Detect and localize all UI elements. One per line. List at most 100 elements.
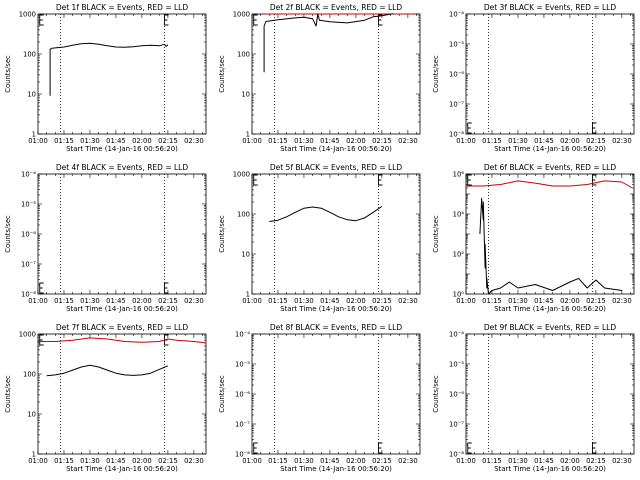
y-tick-label: 1000	[233, 11, 250, 19]
x-tick-label: 01:15	[268, 297, 288, 305]
x-tick-label: 01:00	[242, 457, 262, 465]
panel-title: Det 4f BLACK = Events, RED = LLD	[56, 163, 189, 172]
y-tick-label: 10⁶	[453, 171, 465, 179]
x-tick-label: 02:00	[132, 297, 152, 305]
x-tick-label: 02:30	[612, 457, 632, 465]
y-tick-label: 1000	[19, 331, 36, 339]
interval-marker	[377, 442, 383, 454]
interval-marker	[591, 442, 597, 454]
x-tick-label: 01:45	[320, 137, 340, 145]
x-tick-label: 02:30	[184, 457, 204, 465]
events-series-line	[46, 364, 169, 377]
x-axis-label: Start Time (14-Jan-16 00:56:20)	[280, 145, 392, 153]
panel-det-7f: Det 7f BLACK = Events, RED = LLD 01:00 01:…	[4, 323, 207, 473]
panel-title: Det 5f BLACK = Events, RED = LLD	[270, 163, 403, 172]
y-axis-label: Counts/sec	[218, 55, 226, 93]
panel-title: Det 6f BLACK = Events, RED = LLD	[484, 163, 617, 172]
y-tick-label: 10⁻⁴	[449, 331, 464, 339]
x-tick-label: 01:00	[242, 297, 262, 305]
y-tick-label: 1	[246, 131, 250, 139]
x-tick-label: 02:00	[560, 297, 580, 305]
x-tick-label: 01:45	[106, 457, 126, 465]
x-tick-label: 02:00	[560, 457, 580, 465]
y-tick-label: 1	[246, 291, 250, 299]
y-tick-label: 10⁻⁴	[449, 11, 464, 19]
x-tick-label: 02:15	[586, 297, 606, 305]
interval-marker	[39, 14, 44, 26]
y-tick-label: 10⁻⁶	[449, 71, 464, 79]
plot-frame	[37, 333, 207, 455]
x-tick-label: 01:00	[28, 137, 48, 145]
x-tick-label: 02:15	[158, 297, 178, 305]
x-tick-label: 02:15	[586, 137, 606, 145]
y-tick-label: 10⁻⁷	[235, 421, 250, 429]
y-tick-label: 10⁰	[453, 291, 465, 299]
panel-det-1f: Det 1f BLACK = Events, RED = LLD 01:00 01:…	[4, 3, 207, 153]
x-tick-label: 01:30	[294, 297, 314, 305]
x-axis-label: Start Time (14-Jan-16 00:56:20)	[494, 305, 606, 313]
x-tick-label: 01:45	[320, 297, 340, 305]
x-tick-label: 02:30	[612, 297, 632, 305]
x-tick-label: 01:00	[456, 137, 476, 145]
x-tick-label: 01:15	[482, 457, 502, 465]
x-tick-label: 02:30	[398, 297, 418, 305]
interval-marker	[39, 334, 44, 346]
x-tick-label: 01:30	[80, 457, 100, 465]
x-tick-label: 02:00	[346, 137, 366, 145]
x-tick-label: 01:00	[28, 457, 48, 465]
panel-title: Det 1f BLACK = Events, RED = LLD	[56, 3, 189, 12]
y-tick-label: 10⁻⁷	[449, 101, 464, 109]
x-tick-label: 01:30	[80, 297, 100, 305]
x-axis-label: Start Time (14-Jan-16 00:56:20)	[66, 145, 178, 153]
y-tick-label: 1000	[233, 171, 250, 179]
interval-marker	[253, 14, 258, 26]
x-tick-label: 02:15	[158, 457, 178, 465]
x-tick-label: 02:15	[372, 457, 392, 465]
y-tick-label: 100	[23, 371, 36, 379]
interval-marker	[467, 174, 472, 186]
x-tick-label: 01:15	[268, 137, 288, 145]
x-tick-label: 02:15	[372, 137, 392, 145]
y-axis-label: Counts/sec	[432, 215, 440, 253]
x-tick-label: 01:30	[508, 457, 528, 465]
x-tick-label: 02:30	[184, 137, 204, 145]
x-tick-label: 02:30	[184, 297, 204, 305]
y-tick-label: 10⁻⁴	[21, 171, 36, 179]
x-tick-label: 02:30	[398, 137, 418, 145]
x-tick-label: 02:30	[612, 137, 632, 145]
interval-marker	[253, 442, 258, 454]
panel-det-5f: Det 5f BLACK = Events, RED = LLD 01:00 01:…	[218, 163, 421, 313]
x-tick-label: 02:00	[132, 457, 152, 465]
x-tick-label: 01:45	[320, 457, 340, 465]
panel-det-3f: Det 3f BLACK = Events, RED = LLD 01:00 01:…	[432, 3, 635, 153]
y-tick-label: 10⁻⁶	[235, 391, 250, 399]
x-tick-label: 01:00	[456, 297, 476, 305]
x-tick-label: 01:15	[482, 297, 502, 305]
y-tick-label: 10⁻⁸	[449, 451, 464, 459]
panel-det-9f: Det 9f BLACK = Events, RED = LLD 01:00 01:…	[432, 323, 635, 473]
y-tick-label: 1000	[19, 11, 36, 19]
x-tick-label: 02:30	[398, 457, 418, 465]
interval-marker	[467, 442, 472, 454]
panel-det-6f: Det 6f BLACK = Events, RED = LLD 01:00 01:…	[432, 163, 635, 313]
events-series-line	[263, 13, 394, 73]
y-tick-label: 10⁻⁷	[21, 261, 36, 269]
panel-title: Det 3f BLACK = Events, RED = LLD	[484, 3, 617, 12]
y-tick-label: 10⁻⁷	[449, 421, 464, 429]
x-axis-label: Start Time (14-Jan-16 00:56:20)	[494, 145, 606, 153]
y-tick-label: 10	[241, 91, 250, 99]
y-tick-label: 10⁻⁸	[449, 131, 464, 139]
y-tick-label: 100	[237, 211, 250, 219]
x-tick-label: 02:00	[346, 457, 366, 465]
x-axis-label: Start Time (14-Jan-16 00:56:20)	[494, 465, 606, 473]
y-tick-label: 10	[27, 411, 36, 419]
x-tick-label: 01:30	[508, 137, 528, 145]
interval-marker	[253, 174, 258, 186]
panel-det-8f: Det 8f BLACK = Events, RED = LLD 01:00 01:…	[218, 323, 421, 473]
events-series-line	[49, 42, 169, 96]
y-tick-label: 10⁻⁶	[449, 391, 464, 399]
plot-frame	[37, 13, 207, 135]
y-tick-label: 10⁻⁵	[235, 361, 250, 369]
